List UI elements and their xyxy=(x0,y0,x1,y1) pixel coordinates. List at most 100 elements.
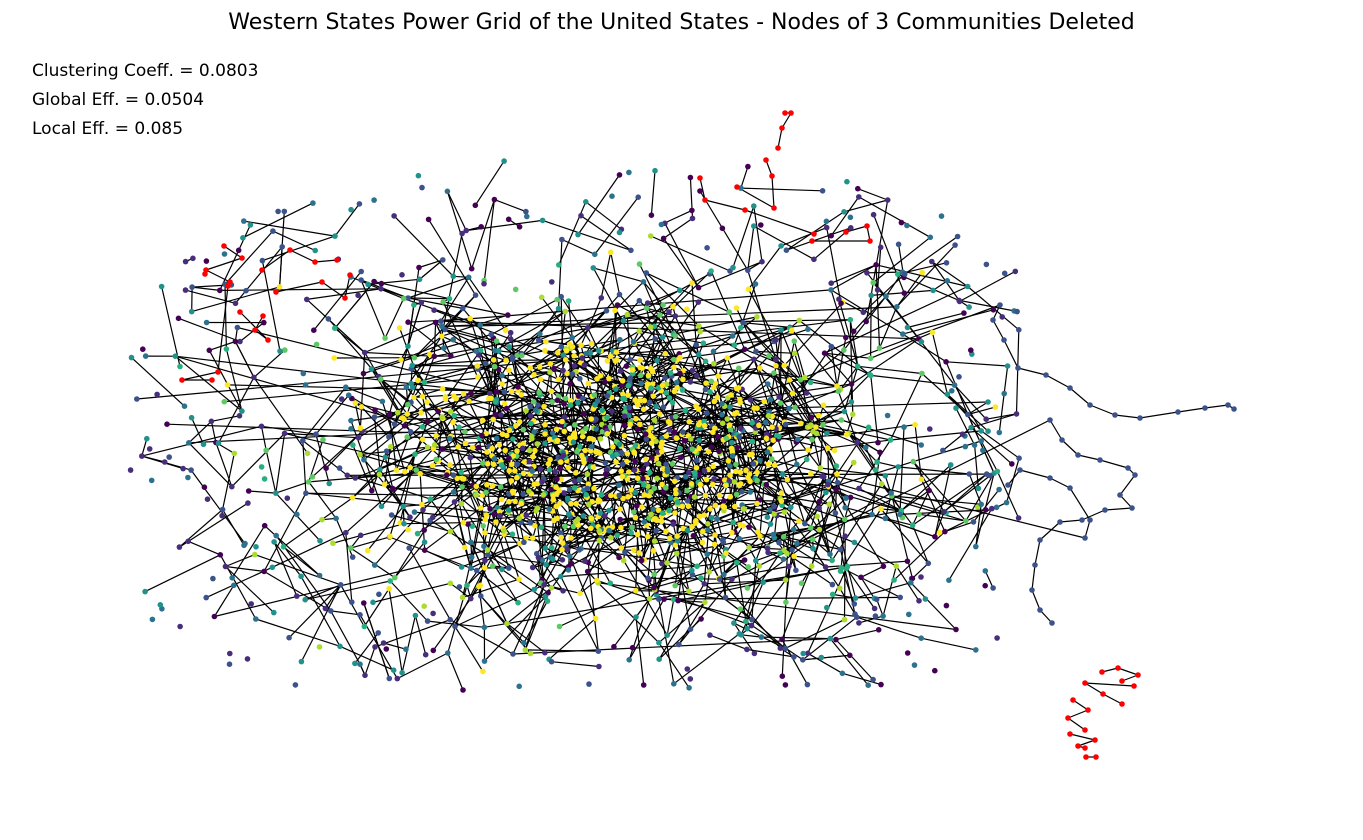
graph-node xyxy=(551,517,557,524)
graph-edge xyxy=(841,567,901,598)
graph-node xyxy=(883,293,889,300)
graph-node xyxy=(816,526,823,533)
graph-node xyxy=(405,526,411,533)
graph-edge xyxy=(374,619,451,648)
graph-edge xyxy=(222,509,245,546)
graph-node xyxy=(1125,465,1131,471)
graph-node xyxy=(963,518,969,524)
graph-node xyxy=(352,660,358,667)
graph-node xyxy=(904,324,911,331)
graph-edge xyxy=(273,541,302,577)
graph-node xyxy=(499,431,506,438)
graph-node xyxy=(376,471,383,478)
graph-node xyxy=(542,649,548,656)
graph-node xyxy=(792,404,798,411)
graph-edge xyxy=(217,285,229,373)
graph-node xyxy=(415,172,422,179)
graph-node xyxy=(343,529,349,536)
graph-edge xyxy=(222,453,235,510)
graph-node xyxy=(854,439,860,446)
graph-node xyxy=(740,319,746,326)
graph-node xyxy=(623,458,630,465)
graph-node xyxy=(653,403,659,410)
graph-edge xyxy=(911,562,929,579)
graph-node xyxy=(490,563,496,569)
graph-node xyxy=(387,443,394,450)
graph-node xyxy=(872,613,879,619)
deleted-node xyxy=(179,377,185,383)
graph-node xyxy=(616,291,623,298)
graph-edge xyxy=(263,570,332,612)
graph-edge xyxy=(450,383,503,413)
graph-edge xyxy=(634,336,663,344)
graph-edge xyxy=(402,412,422,419)
graph-edge xyxy=(487,554,569,568)
graph-node xyxy=(542,440,548,447)
graph-node xyxy=(561,428,568,435)
graph-node xyxy=(451,499,458,505)
graph-node xyxy=(510,651,516,657)
graph-edge xyxy=(558,201,587,266)
graph-node xyxy=(421,603,428,609)
graph-node xyxy=(419,424,426,430)
graph-edge xyxy=(1059,519,1083,523)
graph-edge xyxy=(765,159,773,177)
graph-edge xyxy=(830,289,904,335)
graph-edge xyxy=(742,322,791,328)
graph-edge xyxy=(409,421,429,468)
graph-edge xyxy=(470,541,508,624)
graph-edge xyxy=(899,427,905,515)
graph-edge xyxy=(388,588,403,673)
graph-node xyxy=(719,225,726,232)
graph-node xyxy=(358,277,364,283)
graph-edge xyxy=(440,320,919,340)
graph-node xyxy=(629,644,636,651)
graph-node xyxy=(900,331,906,337)
graph-edge xyxy=(484,532,698,567)
graph-node xyxy=(640,406,647,413)
graph-node xyxy=(582,447,588,454)
graph-edge xyxy=(1031,564,1036,591)
deleted-node xyxy=(697,175,703,181)
graph-node xyxy=(646,469,653,476)
graph-node xyxy=(372,644,378,650)
graph-node xyxy=(669,461,676,467)
graph-node xyxy=(513,422,519,429)
graph-node xyxy=(993,504,1000,511)
graph-node xyxy=(834,471,840,477)
graph-node xyxy=(632,489,639,496)
graph-node xyxy=(663,389,670,396)
graph-node xyxy=(229,575,235,581)
graph-node xyxy=(396,325,403,331)
graph-node xyxy=(670,356,677,363)
graph-node xyxy=(489,445,496,452)
graph-node xyxy=(360,370,367,377)
graph-node xyxy=(344,472,351,479)
graph-edge xyxy=(1099,459,1129,469)
graph-node xyxy=(616,482,622,489)
graph-edge xyxy=(931,332,948,395)
graph-node xyxy=(565,567,572,573)
graph-node xyxy=(765,381,771,387)
graph-node xyxy=(978,438,984,444)
graph-node xyxy=(316,572,323,579)
graph-edge xyxy=(789,326,841,390)
graph-edge xyxy=(384,298,405,339)
graph-edge xyxy=(666,435,693,450)
graph-node xyxy=(625,392,631,399)
graph-node xyxy=(679,503,686,510)
graph-node xyxy=(660,404,667,411)
graph-node xyxy=(496,442,503,448)
graph-node xyxy=(1037,537,1043,543)
graph-node xyxy=(769,456,775,462)
graph-node xyxy=(542,348,548,354)
graph-node xyxy=(947,462,954,468)
graph-edge xyxy=(973,489,1000,523)
graph-node xyxy=(656,596,662,602)
graph-node xyxy=(727,494,734,500)
graph-node xyxy=(757,457,763,464)
graph-node xyxy=(869,511,875,518)
graph-edge xyxy=(788,379,812,418)
graph-edge xyxy=(389,580,429,622)
graph-edge xyxy=(747,226,755,271)
